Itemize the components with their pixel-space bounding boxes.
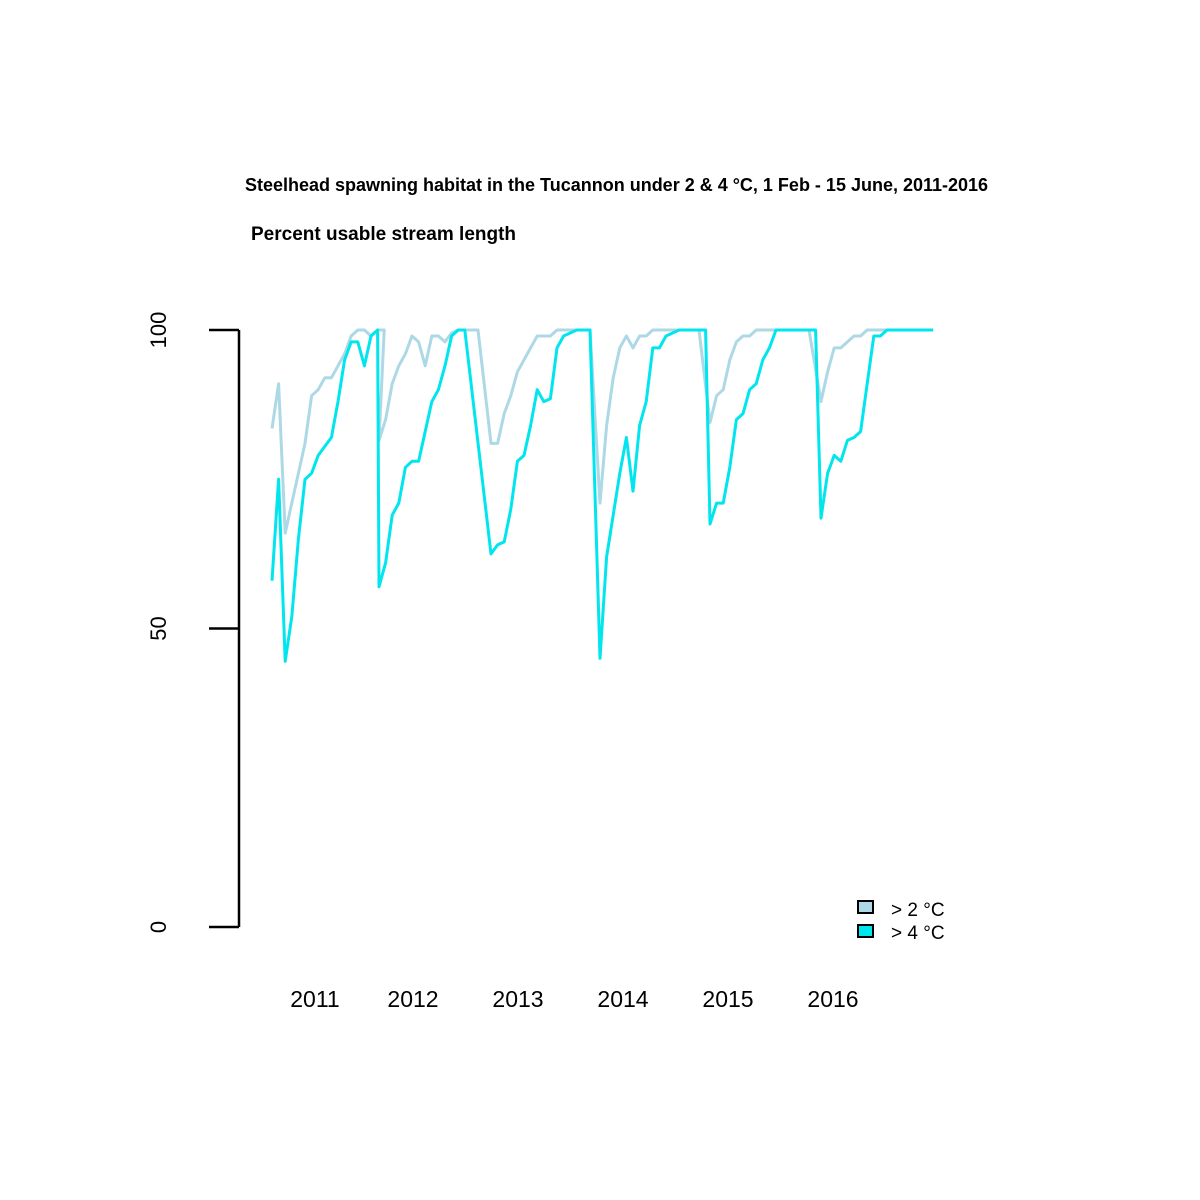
x-tick-label: 2014 — [597, 986, 648, 1012]
series-line-4c — [270, 328, 934, 663]
x-tick-label: 2011 — [290, 986, 339, 1012]
x-tick-label: 2016 — [807, 986, 858, 1012]
chart-subtitle: Percent usable stream length — [251, 224, 516, 245]
legend-label-4c: > 4 °C — [891, 923, 945, 944]
x-tick-label: 2015 — [702, 986, 753, 1012]
x-tick-labels: 2011 2012 2013 2014 2015 2016 — [290, 986, 858, 1012]
y-ticks: 0 50 100 — [146, 312, 239, 933]
y-tick-label: 100 — [146, 312, 171, 349]
chart-title: Steelhead spawning habitat in the Tucann… — [245, 175, 988, 195]
y-tick-label: 0 — [146, 921, 171, 933]
y-tick-label: 50 — [146, 616, 171, 640]
x-tick-label: 2013 — [492, 986, 543, 1012]
legend-swatch-2c — [857, 900, 874, 914]
legend: > 2 °C > 4 °C — [857, 900, 945, 944]
series-layer — [270, 328, 934, 663]
legend-label-2c: > 2 °C — [891, 900, 945, 921]
x-tick-label: 2012 — [387, 986, 438, 1012]
legend-swatch-4c — [857, 924, 874, 938]
